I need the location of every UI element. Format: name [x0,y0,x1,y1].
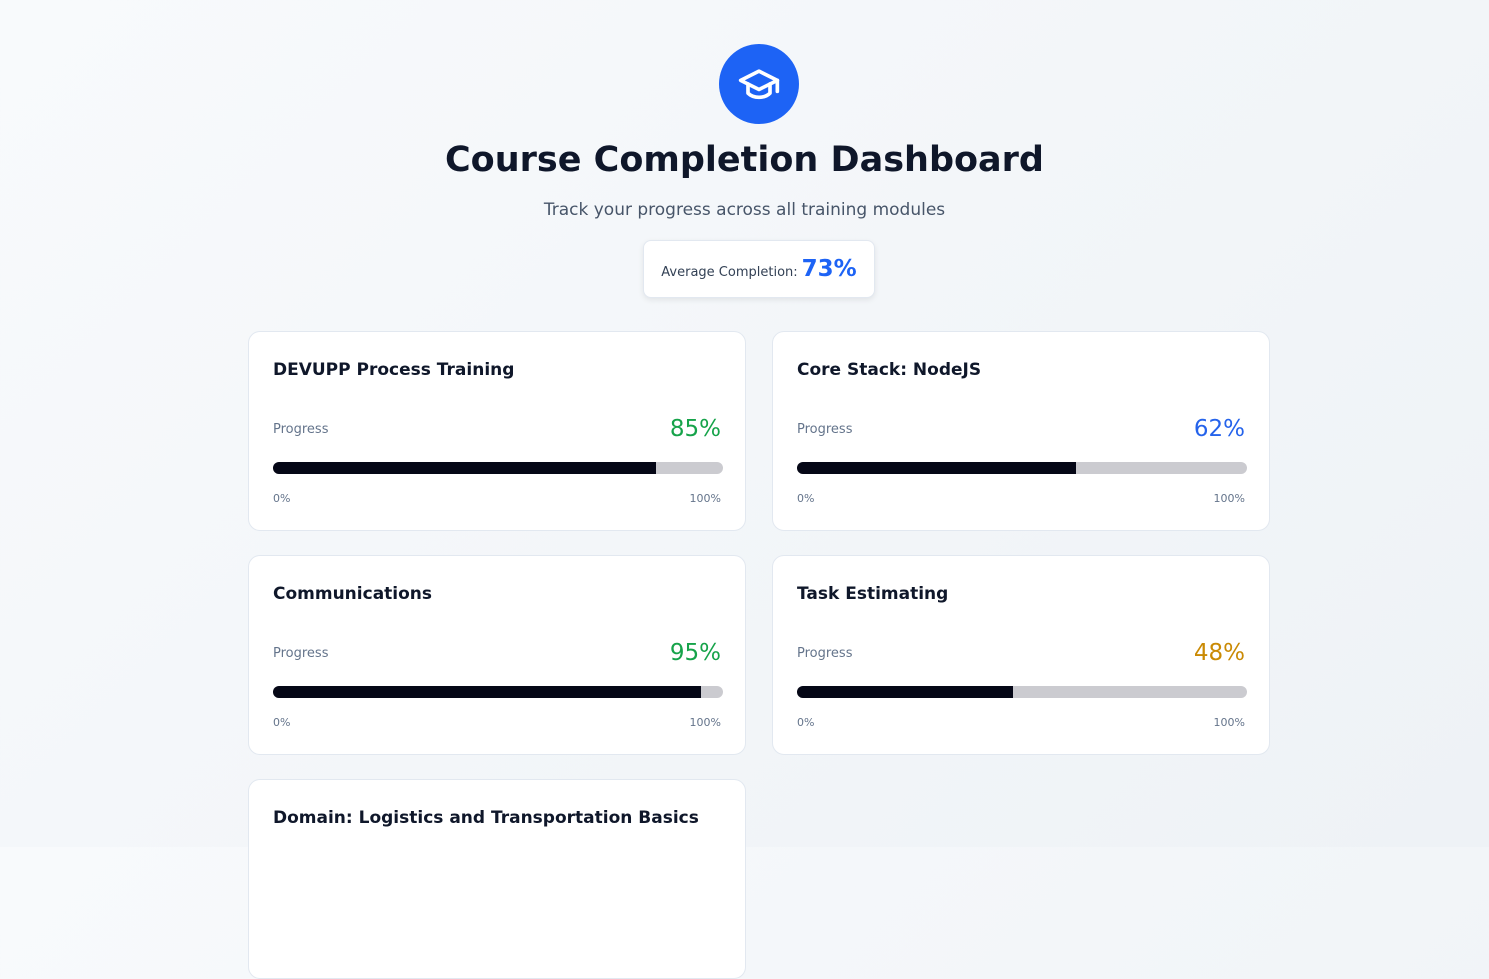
course-title: DEVUPP Process Training [273,360,515,380]
subtitle: Track your progress across all training … [543,200,946,220]
scale-label: 0% [273,492,291,505]
progress-fill [273,462,656,474]
progress-track [273,462,723,474]
cap-icon [738,69,780,100]
progress-value: 62% [1193,416,1245,442]
course-card: Communications Progress 95% 0% 100% [248,555,746,755]
scale-label: 0% [797,716,815,729]
course-title: Core Stack: NodeJS [797,360,982,380]
progress-value: 95% [669,640,721,666]
progress-track [273,686,723,698]
progress-label: Progress [797,646,853,661]
average-box: Average Completion: 73% [643,240,875,298]
progress-fill [797,462,1076,474]
progress-value: 48% [1193,640,1245,666]
course-title: Communications [273,584,433,604]
average-label: Average Completion: [661,264,798,280]
scale-label: 0% [273,716,291,729]
scale-label: 100% [1213,716,1245,729]
progress-track [797,686,1247,698]
average-value: 73% [801,256,857,282]
course-card: Domain: Logistics and Transportation Bas… [248,779,746,979]
progress-track [797,462,1247,474]
scale-label: 0% [797,492,815,505]
scale-label: 100% [1213,492,1245,505]
progress-label: Progress [273,422,329,437]
title: Course Completion Dashboard [445,140,1044,180]
scale-label: 100% [689,492,721,505]
scale-label: 100% [689,716,721,729]
course-title: Domain: Logistics and Transportation Bas… [273,808,699,828]
progress-value: 85% [669,416,721,442]
progress-fill [797,686,1013,698]
progress-label: Progress [797,422,853,437]
progress-fill [273,686,701,698]
course-card: Core Stack: NodeJS Progress 62% 0% 100% [772,331,1270,531]
course-title: Task Estimating [797,584,949,604]
course-card: DEVUPP Process Training Progress 85% 0% 100% [248,331,746,531]
course-card: Task Estimating Progress 48% 0% 100% [772,555,1270,755]
logo-icon [719,44,799,124]
progress-label: Progress [273,646,329,661]
